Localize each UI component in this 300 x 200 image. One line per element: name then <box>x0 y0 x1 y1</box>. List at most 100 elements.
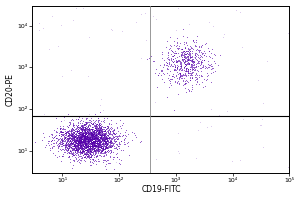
Point <box>114 137 119 140</box>
Point <box>72 145 77 148</box>
Point <box>101 119 106 123</box>
Point <box>85 153 90 156</box>
Point <box>92 143 96 146</box>
Point <box>40 26 45 29</box>
Point <box>68 138 72 141</box>
Point <box>80 121 85 124</box>
Point <box>64 146 69 149</box>
Point <box>184 67 188 70</box>
Point <box>89 146 94 149</box>
Point <box>72 153 76 157</box>
Point <box>89 141 94 144</box>
Point <box>76 149 81 152</box>
Point <box>81 153 86 156</box>
Point <box>86 128 91 132</box>
Point <box>181 53 186 56</box>
Point <box>70 122 75 125</box>
Point <box>183 71 188 75</box>
Point <box>181 76 186 80</box>
Point <box>92 131 97 135</box>
Point <box>49 147 54 150</box>
Point <box>60 130 65 133</box>
Point <box>217 53 222 56</box>
Point <box>93 151 98 154</box>
Point <box>87 135 92 138</box>
Point <box>102 139 107 142</box>
Point <box>90 125 95 128</box>
Point <box>90 143 94 146</box>
Point <box>80 141 85 144</box>
Point <box>186 69 190 72</box>
Point <box>90 138 94 141</box>
Point <box>184 58 189 61</box>
Point <box>94 141 98 144</box>
Point <box>61 119 66 122</box>
Point <box>198 49 203 52</box>
Point <box>85 132 90 135</box>
Point <box>96 132 101 136</box>
Point <box>101 131 106 134</box>
Point <box>86 136 91 139</box>
Point <box>110 129 115 133</box>
Point <box>177 60 182 63</box>
Point <box>74 136 79 139</box>
Point <box>94 135 99 138</box>
Point <box>85 145 90 148</box>
Point <box>85 136 90 139</box>
Point <box>62 115 67 118</box>
Point <box>77 139 82 142</box>
Point <box>77 138 82 141</box>
Point <box>193 65 197 69</box>
Point <box>74 144 78 147</box>
Point <box>92 150 97 153</box>
Point <box>95 143 100 146</box>
Point <box>64 149 69 152</box>
Point <box>58 139 62 142</box>
Point <box>74 149 79 152</box>
Point <box>87 148 92 151</box>
Point <box>79 137 84 140</box>
Point <box>61 143 66 146</box>
Point <box>166 77 171 80</box>
Point <box>91 123 96 126</box>
Point <box>81 143 86 147</box>
Point <box>79 150 83 153</box>
Point <box>76 143 81 146</box>
Point <box>139 12 143 15</box>
Point <box>108 145 113 149</box>
Point <box>73 144 78 147</box>
Point <box>191 67 196 71</box>
Point <box>81 140 86 143</box>
Point <box>72 140 76 143</box>
Point <box>97 130 101 133</box>
Point <box>184 42 188 45</box>
Point <box>62 133 67 136</box>
Point <box>100 136 104 139</box>
Point <box>88 152 93 156</box>
Point <box>92 144 97 147</box>
Point <box>89 143 94 146</box>
Point <box>87 126 92 129</box>
Point <box>77 151 82 154</box>
Point <box>84 156 89 160</box>
Point <box>80 135 85 138</box>
Point <box>199 62 204 65</box>
Point <box>96 116 101 120</box>
Point <box>93 138 98 142</box>
Point <box>90 121 95 124</box>
Point <box>105 150 110 153</box>
Point <box>89 131 94 134</box>
Point <box>59 144 64 148</box>
Point <box>83 133 88 136</box>
Point <box>80 140 84 143</box>
Point <box>85 143 90 146</box>
Point <box>90 127 94 131</box>
Point <box>82 141 87 144</box>
Point <box>90 138 94 141</box>
Point <box>102 143 107 146</box>
Point <box>57 137 62 140</box>
Point <box>76 147 81 150</box>
Point <box>64 130 69 134</box>
Point <box>76 153 80 156</box>
Point <box>76 139 80 143</box>
